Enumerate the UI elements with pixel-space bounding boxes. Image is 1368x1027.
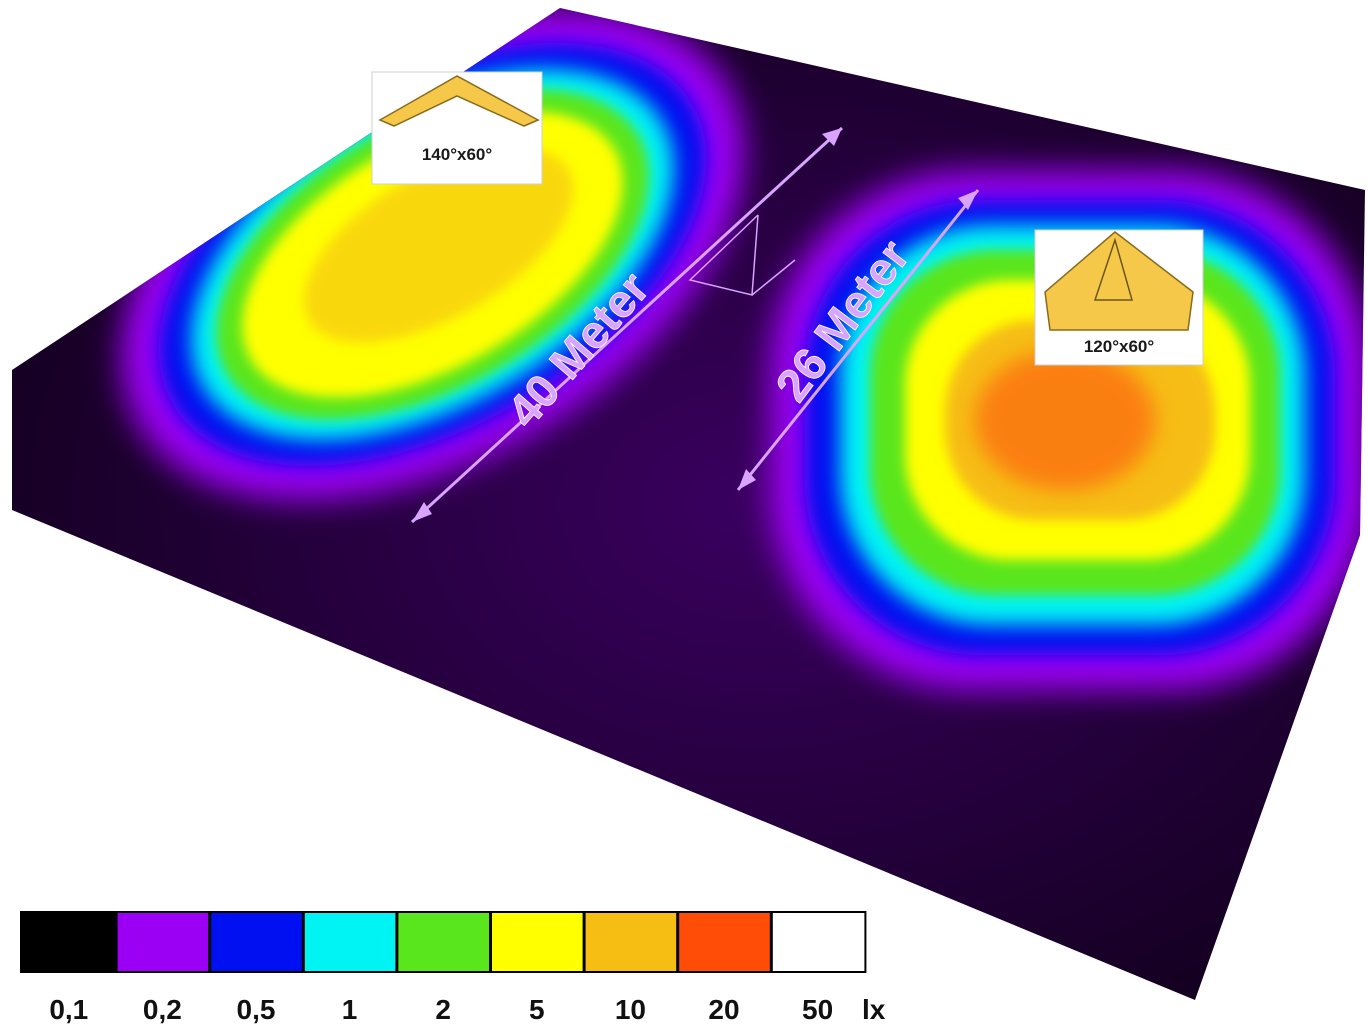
colorbar-tick-label: 2 xyxy=(435,994,451,1025)
colorbar-swatch xyxy=(585,913,677,971)
colorbar-tick-label: 50 xyxy=(802,994,833,1025)
lamp-badge-140x60: 140°x60° xyxy=(371,71,543,185)
colorbar-swatch xyxy=(772,913,865,971)
colorbar-swatch xyxy=(211,913,302,971)
colorbar-swatch xyxy=(398,913,489,971)
colorbar-tick-label: 0,2 xyxy=(143,994,182,1025)
beam-sketch xyxy=(688,214,796,296)
colorbar-tick-label: 20 xyxy=(708,994,739,1025)
lamp-badge-120x60: 120°x60° xyxy=(1034,229,1204,366)
colorbar-swatch xyxy=(304,913,396,971)
dimension-arrow-40 xyxy=(410,126,844,524)
cone-lamp-icon xyxy=(1044,231,1194,331)
colorbar xyxy=(20,911,867,973)
colorbar-unit: lx xyxy=(862,994,886,1025)
colorbar-tick-label: 10 xyxy=(615,994,646,1025)
colorbar-tick-label: 5 xyxy=(529,994,545,1025)
colorbar-ticks: 0,1 0,2 0,5 1 2 5 10 20 50 xyxy=(49,994,833,1025)
lamp-badge-label-left: 140°x60° xyxy=(422,145,493,164)
lamp-badge-label-right: 120°x60° xyxy=(1084,337,1155,356)
colorbar-swatch xyxy=(492,913,583,971)
colorbar-tick-label: 0,5 xyxy=(237,994,276,1025)
colorbar-swatch xyxy=(679,913,770,971)
wide-chevron-lamp-icon xyxy=(378,75,540,127)
colorbar-tick-label: 0,1 xyxy=(49,994,88,1025)
dimension-arrow-26 xyxy=(736,189,980,491)
colorbar-swatch xyxy=(22,913,115,971)
colorbar-tick-label: 1 xyxy=(342,994,358,1025)
colorbar-swatch xyxy=(117,913,209,971)
